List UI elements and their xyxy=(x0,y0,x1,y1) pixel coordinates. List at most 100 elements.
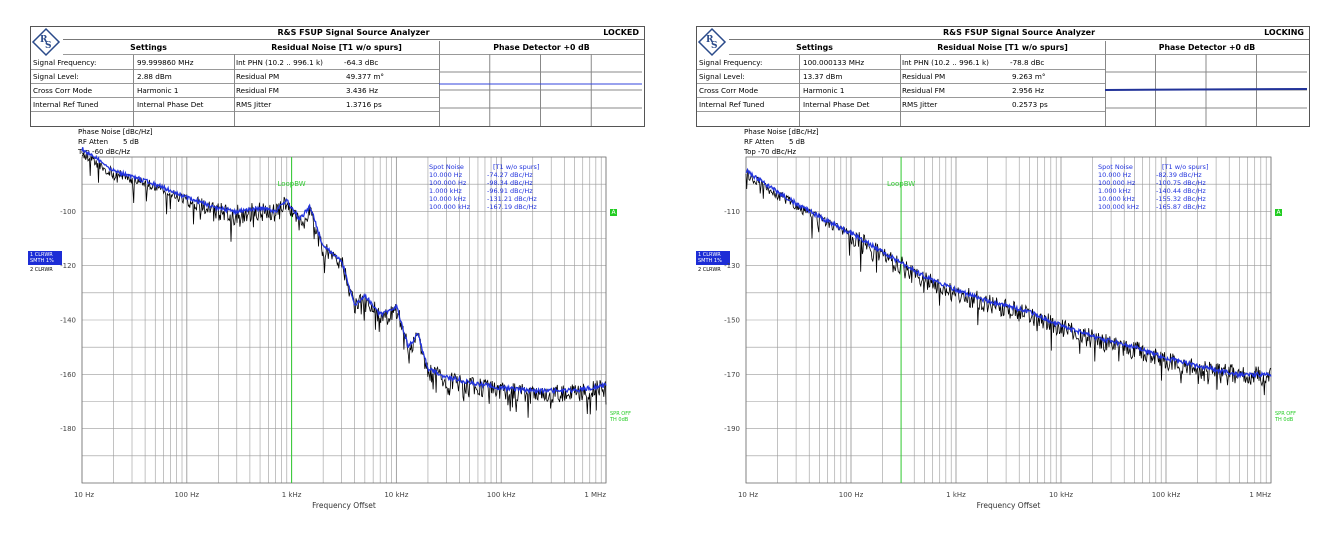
residual-value: 49.377 m° xyxy=(346,72,385,81)
x-tick-label: 10 Hz xyxy=(738,491,758,499)
settings-header: Settings xyxy=(796,43,833,52)
top-level: Top -60 dBc/Hz xyxy=(78,148,131,156)
phase-noise-chart: -110 -130 -150 -170 -190 10 Hz 100 Hz 1 kHz 10 k… xyxy=(724,156,1272,499)
analyzer-title: R&S FSUP Signal Source Analyzer xyxy=(277,28,430,37)
setting-value: Harmonic 1 xyxy=(137,86,179,95)
setting-value: 2.88 dBm xyxy=(137,72,172,81)
trace1-smooth: SMTH 1% xyxy=(30,258,54,264)
x-axis-label: Frequency Offset xyxy=(312,501,376,510)
settings-row: Signal Level: 2.88 dBm Residual PM 49.377 m… xyxy=(31,70,439,84)
spur-info: SPR OFF TH 0dB xyxy=(610,411,631,423)
settings-row: Signal Level: 13.37 dBm Residual PM 9.263 m… xyxy=(697,70,1105,84)
setting-label: Cross Corr Mode xyxy=(699,86,759,95)
svg-text:S: S xyxy=(711,41,718,51)
phase-noise-panel: R S R&S FSUP Signal Source Analyzer LOCKING… xyxy=(672,0,1344,543)
setting-value: Harmonic 1 xyxy=(803,86,845,95)
spot-noise-header-right: [T1 w/o spurs] xyxy=(1162,163,1208,171)
spot-noise-value: -140.44 dBc/Hz xyxy=(1156,187,1206,195)
spot-noise-freq: 1.000 kHz xyxy=(429,187,462,195)
setting-value: 99.999860 MHz xyxy=(137,58,194,67)
residual-value: 3.436 Hz xyxy=(346,86,379,95)
trace1-label: 1 CLRWR SMTH 1% xyxy=(696,251,730,265)
y-tick-label: -180 xyxy=(60,425,76,433)
trace1-smooth: SMTH 1% xyxy=(698,258,722,264)
phase-detector-header: Phase Detector +0 dB xyxy=(493,43,590,52)
table-divider xyxy=(799,55,800,126)
setting-value: Internal Phase Det xyxy=(803,100,870,109)
y-tick-label: -160 xyxy=(60,371,76,379)
y-axis-unit: Phase Noise [dBc/Hz] xyxy=(744,128,819,136)
phase-noise-panel: R S R&S FSUP Signal Source Analyzer LOCKED S… xyxy=(28,26,645,510)
spur-off-label: SPR OFF xyxy=(1275,411,1296,417)
x-tick-label: 100 Hz xyxy=(839,491,864,499)
trace1-label: 1 CLRWR SMTH 1% xyxy=(28,251,62,265)
loop-bw-label: LoopBW xyxy=(277,180,305,188)
residual-value: 0.2573 ps xyxy=(1012,100,1048,109)
residual-label: Int PHN (10.2 .. 996.1 k) xyxy=(902,58,989,67)
trace-legend: 1 CLRWR SMTH 1% 2 CLRWR xyxy=(696,251,730,273)
spot-noise-freq: 10.000 Hz xyxy=(429,171,463,179)
residual-value: 2.956 Hz xyxy=(1012,86,1045,95)
table-divider xyxy=(900,54,901,126)
threshold-label: TH 0dB xyxy=(1275,417,1294,423)
residual-label: Int PHN (10.2 .. 996.1 k) xyxy=(236,58,323,67)
trace-1-smoothed xyxy=(81,147,607,396)
settings-row: Signal Frequency: 100.000133 MHz Int PHN (… xyxy=(697,56,1105,70)
spot-noise-value: -167.19 dBc/Hz xyxy=(487,203,537,211)
table-divider xyxy=(133,55,134,126)
y-tick-label: -140 xyxy=(60,317,76,325)
settings-row: Internal Ref Tuned Internal Phase Det RMS … xyxy=(697,98,1105,112)
table-divider xyxy=(234,54,235,126)
spur-info: SPR OFF TH 0dB xyxy=(1275,411,1296,423)
spot-noise-freq: 10.000 kHz xyxy=(429,195,466,203)
spot-noise-header-right: [T1 w/o spurs] xyxy=(493,163,539,171)
x-tick-label: 1 MHz xyxy=(584,491,606,499)
settings-row: Signal Frequency: 99.999860 MHz Int PHN (1… xyxy=(31,56,439,70)
phase-detector-header: Phase Detector +0 dB xyxy=(1158,43,1256,52)
y-axis-unit: Phase Noise [dBc/Hz] xyxy=(78,128,153,136)
setting-value: 13.37 dBm xyxy=(803,72,843,81)
table-divider xyxy=(1105,41,1106,126)
threshold-label: TH 0dB xyxy=(610,417,629,423)
setting-label: Signal Level: xyxy=(33,72,79,81)
svg-text:S: S xyxy=(45,41,52,51)
x-tick-label: 10 Hz xyxy=(74,491,94,499)
residual-label: Residual PM xyxy=(902,72,946,81)
residual-label: Residual FM xyxy=(902,86,945,95)
x-tick-label: 100 Hz xyxy=(175,491,200,499)
spot-noise-freq: 10.000 kHz xyxy=(1098,195,1135,203)
analyzer-title: R&S FSUP Signal Source Analyzer xyxy=(942,28,1096,37)
analyzer-header: R S R&S FSUP Signal Source Analyzer LOCKED S… xyxy=(30,26,645,127)
trace-1-smoothed xyxy=(745,167,1272,379)
setting-label: Signal Frequency: xyxy=(33,58,97,67)
top-level: Top -70 dBc/Hz xyxy=(744,148,797,156)
setting-label: Signal Frequency: xyxy=(699,58,763,67)
x-tick-label: 1 kHz xyxy=(946,491,966,499)
column-header-row: Settings Residual Noise [T1 w/o spurs] Pha… xyxy=(63,41,644,55)
y-tick-label: -170 xyxy=(724,371,740,379)
spot-noise-freq: 100.000 Hz xyxy=(429,179,467,187)
settings-row: Cross Corr Mode Harmonic 1 Residual FM 3.43… xyxy=(31,84,439,98)
y-tick-label: -100 xyxy=(60,208,76,216)
residual-value: -78.8 dBc xyxy=(1010,58,1045,67)
x-tick-label: 1 MHz xyxy=(1249,491,1271,499)
settings-header: Settings xyxy=(130,43,167,52)
spur-off-label: SPR OFF xyxy=(610,411,631,417)
phase-noise-chart: -100 -120 -140 -160 -180 10 Hz 100 Hz 1 kHz 10 k… xyxy=(60,147,607,499)
spot-noise-value: -74.27 dBc/Hz xyxy=(487,171,533,179)
x-tick-label: 10 kHz xyxy=(1049,491,1073,499)
marker-a-badge: A xyxy=(610,209,617,216)
rf-atten-label: RF Atten xyxy=(744,138,775,146)
rf-atten-value: 5 dB xyxy=(789,138,805,146)
setting-label: Internal Ref Tuned xyxy=(699,100,765,109)
title-bar: R&S FSUP Signal Source Analyzer LOCKED xyxy=(63,27,644,40)
settings-row: Internal Ref Tuned Internal Phase Det RMS … xyxy=(31,98,439,112)
x-tick-label: 1 kHz xyxy=(282,491,302,499)
spot-noise-freq: 10.000 Hz xyxy=(1098,171,1132,179)
phase-detector-grid xyxy=(439,54,642,126)
column-header-row: Settings Residual Noise [T1 w/o spurs] Pha… xyxy=(729,41,1309,55)
setting-value: Internal Phase Det xyxy=(137,100,204,109)
trace2-label: 2 CLRWR xyxy=(698,267,721,273)
spot-noise-freq: 100.000 kHz xyxy=(1098,203,1140,211)
